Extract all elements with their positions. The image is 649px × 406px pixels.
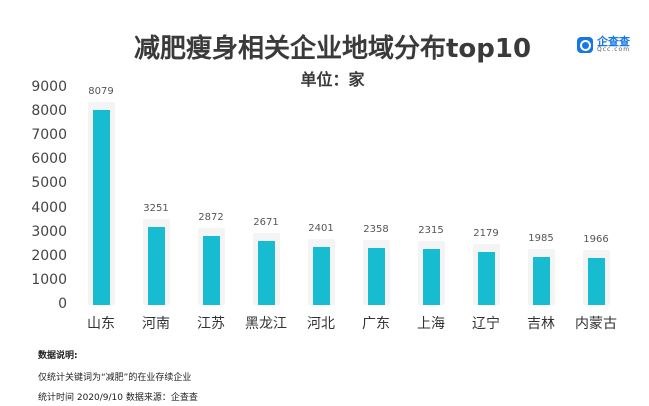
bar [533, 257, 550, 305]
bar-value-label: 2358 [363, 224, 389, 236]
bar [478, 252, 495, 305]
y-tick-label: 6000 [31, 151, 67, 168]
bar-value-label: 2179 [473, 228, 499, 240]
note-line-1: 仅统计关键词为“减肥”的在业存续企业 [38, 373, 192, 383]
qcc-logo-icon [577, 36, 593, 53]
x-category-label: 上海 [417, 316, 445, 332]
x-category-label: 江苏 [197, 316, 225, 332]
bar [258, 240, 275, 305]
bar [313, 247, 330, 305]
bar [368, 248, 385, 305]
x-category-label: 内蒙古 [575, 316, 617, 332]
y-tick-label: 1000 [31, 271, 67, 288]
x-category-label: 吉林 [527, 316, 555, 332]
bar-value-label: 2671 [253, 216, 279, 228]
y-tick-label: 8000 [31, 103, 67, 120]
note-title: 数据说明: [38, 351, 78, 361]
y-tick-label: 3000 [31, 223, 67, 240]
bar [93, 110, 110, 305]
qcc-logo: 企查查 Qcc.com [577, 36, 630, 53]
bar-value-label: 3251 [143, 202, 169, 214]
y-tick-label: 7000 [31, 127, 67, 144]
y-tick-label: 4000 [31, 199, 67, 216]
bar [148, 226, 165, 305]
bar-value-label: 8079 [88, 86, 114, 98]
x-category-label: 河南 [142, 316, 170, 332]
chart-title: 减肥瘦身相关企业地域分布top10 [133, 34, 532, 64]
note-line-2: 统计时间 2020/9/10 数据来源：企查查 [38, 393, 198, 403]
bar-value-label: 1966 [583, 233, 609, 245]
y-tick-label: 2000 [31, 247, 67, 264]
y-tick-label: 9000 [31, 79, 67, 95]
y-tick-label: 5000 [31, 175, 67, 192]
logo-domain: Qcc.com [597, 46, 631, 53]
y-tick-label: 0 [58, 296, 67, 312]
bar-value-label: 1985 [528, 233, 554, 245]
bar-value-label: 2315 [418, 225, 444, 237]
chart-subtitle: 单位：家 [300, 70, 365, 89]
x-category-label: 广东 [362, 316, 390, 332]
logo-brand-name: 企查查 [597, 35, 630, 48]
bar [423, 249, 440, 305]
bar-value-label: 2872 [198, 211, 224, 223]
x-category-label: 黑龙江 [245, 316, 287, 332]
x-category-label: 山东 [87, 316, 115, 332]
x-category-label: 河北 [307, 316, 335, 332]
bar [203, 235, 220, 305]
bar-value-label: 2401 [308, 223, 334, 235]
x-category-label: 辽宁 [472, 316, 500, 332]
bar [588, 257, 605, 305]
